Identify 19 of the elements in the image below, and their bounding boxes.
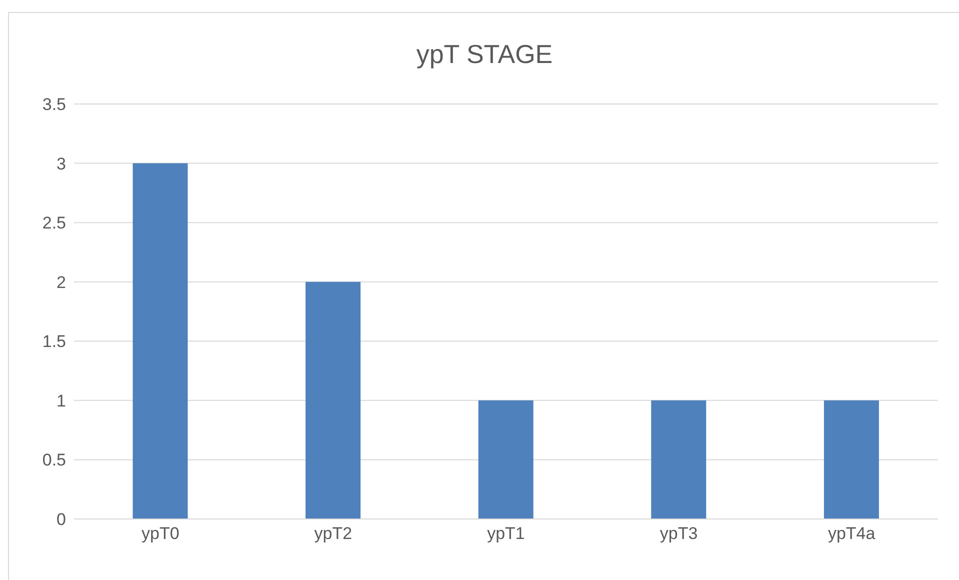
x-tick-label: ypT2 bbox=[314, 524, 352, 544]
bar bbox=[132, 163, 188, 519]
y-tick-label: 0.5 bbox=[42, 450, 66, 470]
y-tick-label: 1.5 bbox=[42, 332, 66, 352]
y-tick-label: 3.5 bbox=[42, 95, 66, 114]
x-tick-label: ypT0 bbox=[142, 524, 180, 544]
x-tick-label: ypT3 bbox=[660, 524, 698, 544]
bar bbox=[306, 282, 361, 519]
y-tick-label: 2.5 bbox=[42, 214, 66, 233]
y-tick-label: 2 bbox=[56, 272, 66, 292]
chart-title: ypT STAGE bbox=[415, 39, 554, 71]
x-tick-label: ypT1 bbox=[487, 524, 525, 544]
x-tick-label: ypT4a bbox=[828, 524, 876, 544]
bar bbox=[478, 400, 534, 519]
y-tick-label: 1 bbox=[56, 391, 66, 410]
y-tick-label: 0 bbox=[56, 510, 66, 530]
bar bbox=[651, 400, 706, 519]
y-tick-label: 3 bbox=[56, 154, 66, 174]
bar bbox=[824, 400, 879, 519]
